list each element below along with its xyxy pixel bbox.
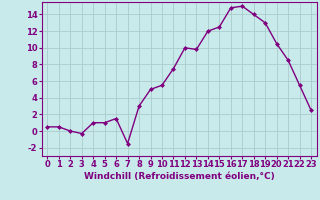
X-axis label: Windchill (Refroidissement éolien,°C): Windchill (Refroidissement éolien,°C) — [84, 172, 275, 181]
